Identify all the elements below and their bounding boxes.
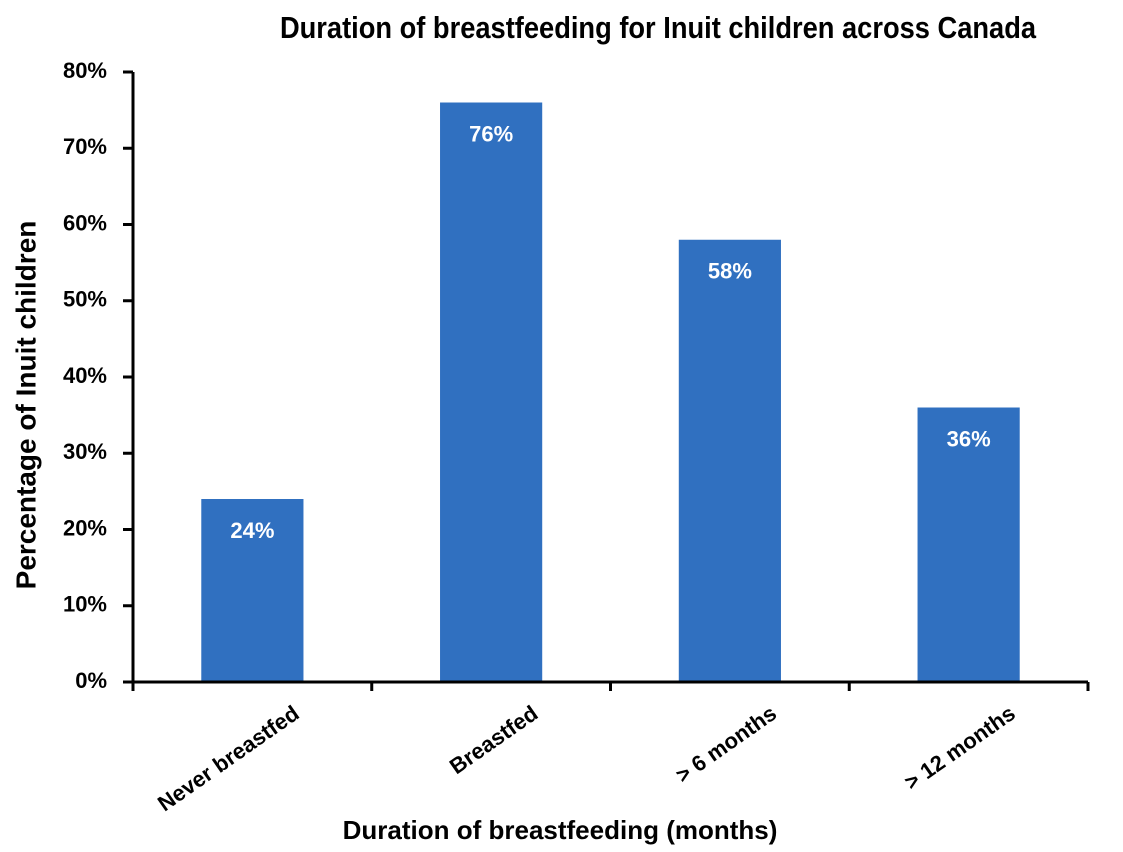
bar [917,407,1020,682]
data-label: 76% [469,121,513,146]
bar [678,239,781,682]
y-tick-label: 30% [63,439,107,464]
y-tick-label: 20% [63,515,107,540]
x-tick-label: > 12 months [900,700,1020,794]
y-tick-label: 60% [63,210,107,235]
x-axis-label: Duration of breastfeeding (months) [343,815,778,845]
y-tick-label: 80% [63,58,107,83]
y-tick-label: 70% [63,134,107,159]
y-tick-label: 40% [63,363,107,388]
x-tick-label: Never breastfed [153,700,304,816]
chart-title: Duration of breastfeeding for Inuit chil… [280,12,1037,46]
y-tick-label: 50% [63,287,107,312]
bar [201,499,304,682]
y-tick-label: 0% [75,668,107,693]
x-tick-label: > 6 months [671,700,781,787]
y-axis-label: Percentage of Inuit children [10,221,41,590]
x-tick-label: Breastfed [445,700,542,779]
bar [440,102,543,682]
data-label: 24% [230,518,274,543]
data-label: 58% [708,259,752,284]
data-label: 36% [947,426,991,451]
y-tick-label: 10% [63,592,107,617]
